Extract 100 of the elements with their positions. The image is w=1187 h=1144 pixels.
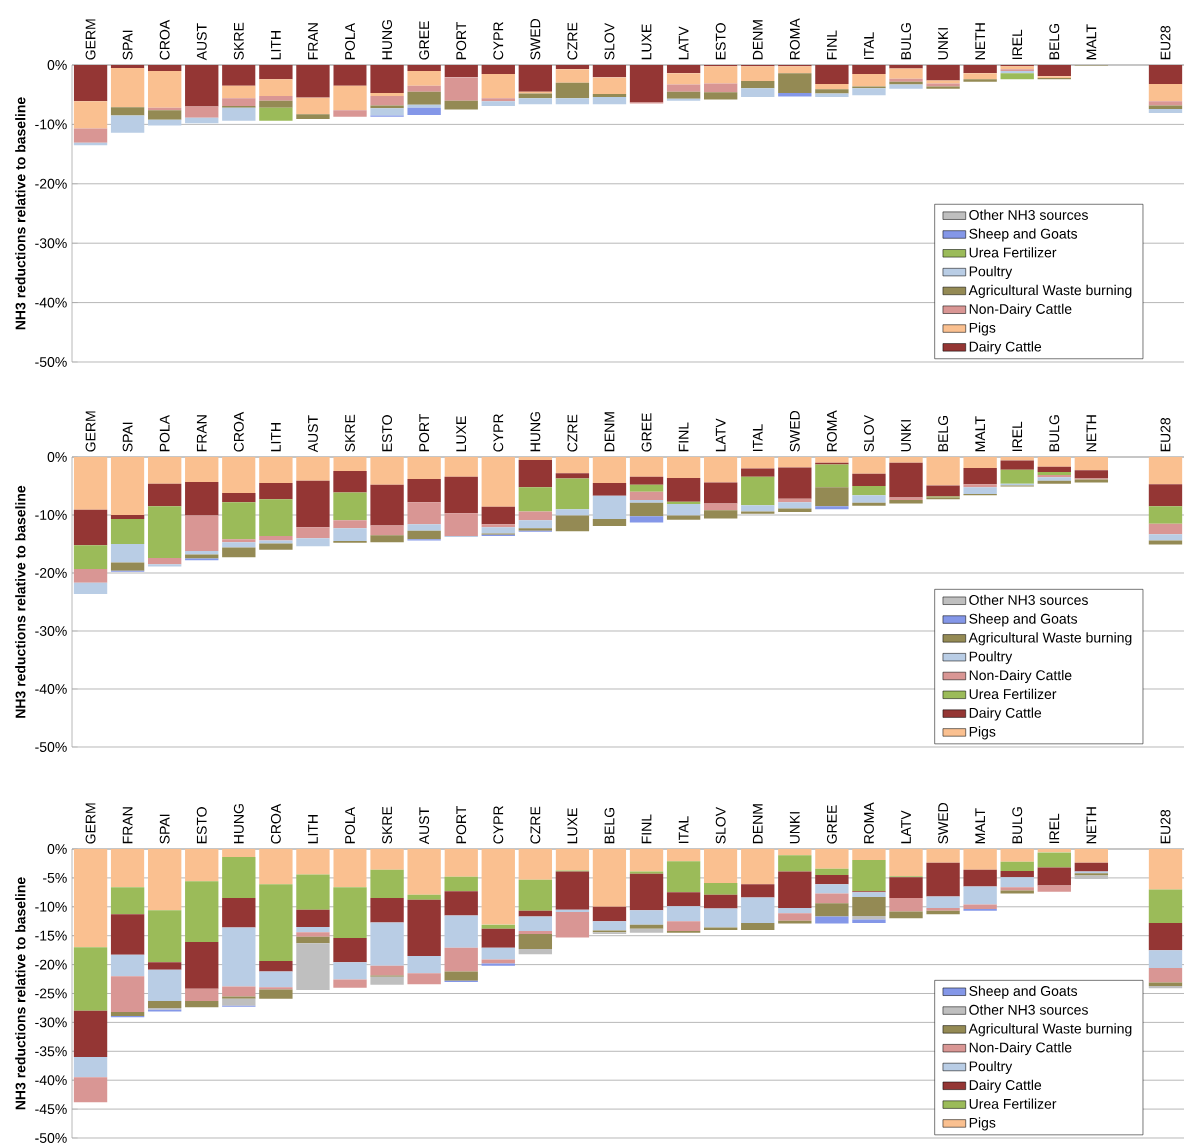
x-tick-label: UNKI: [938, 28, 948, 60]
x-tick-label: BELG: [1049, 24, 1060, 60]
y-tick-label: -30%: [35, 238, 67, 249]
x-tick-label: CROA: [159, 19, 170, 60]
legend-label: Non-Dairy Cattle: [969, 303, 1072, 317]
legend-label: Pigs: [969, 1117, 996, 1131]
x-tick-label: CROA: [233, 411, 244, 452]
x-tick-label: ESTO: [196, 807, 207, 844]
y-tick-label: -20%: [35, 178, 67, 189]
x-tick-label: GREE: [641, 413, 652, 452]
x-tick-label: FINL: [827, 30, 837, 60]
y-tick-label: 0%: [47, 844, 67, 854]
x-tick-label: LITH: [271, 423, 281, 452]
x-tick-label: ITAL: [864, 32, 874, 59]
x-tick-label: NETH: [1086, 807, 1097, 844]
x-tick-label: ROMA: [864, 802, 874, 844]
x-tick-label: PORT: [456, 805, 467, 844]
x-tick-label: LITH: [271, 31, 281, 60]
legend-label: Other NH3 sources: [969, 209, 1088, 220]
y-tick-label: -35%: [35, 1046, 67, 1057]
x-tick-label: NETH: [1086, 415, 1097, 452]
legend-label: Urea Fertilizer: [969, 688, 1057, 700]
y-tick-label: -10%: [35, 119, 67, 130]
x-tick-label: IREL: [1012, 421, 1023, 451]
x-tick-label: POLA: [159, 414, 170, 452]
x-tick-label: HUNG: [233, 804, 244, 844]
legend-label: Agricultural Waste burning: [968, 1023, 1132, 1037]
y-tick-label: -20%: [35, 959, 67, 970]
legend-label: Poultry: [969, 266, 1013, 280]
x-tick-label: LATV: [901, 810, 911, 844]
legend-label: Urea Fertilizer: [969, 1098, 1057, 1109]
x-tick-label: LUXE: [567, 808, 578, 844]
x-tick-label: MALT: [1086, 24, 1097, 60]
legend-label: Other NH3 sources: [969, 1004, 1088, 1015]
legend-label: Non-Dairy Cattle: [969, 669, 1072, 683]
x-tick-label: LITH: [308, 815, 318, 844]
y-tick-label: -10%: [35, 901, 67, 912]
x-tick-label: LUXE: [456, 416, 467, 452]
x-tick-label: ITAL: [678, 816, 689, 843]
x-tick-label: HUNG: [382, 20, 393, 60]
x-tick-label: DENM: [752, 20, 763, 60]
x-tick-label: MALT: [975, 808, 985, 844]
x-tick-label: GREE: [826, 805, 837, 844]
y-tick-label: -25%: [35, 988, 67, 999]
legend-label: Poultry: [969, 651, 1013, 665]
legend-label: Other NH3 sources: [969, 594, 1088, 605]
x-tick-label: DENM: [752, 804, 763, 844]
x-tick-label: CROA: [270, 803, 281, 844]
x-tick-label: EU28: [1160, 809, 1171, 844]
x-tick-label: ESTO: [382, 415, 393, 452]
legend-label: Pigs: [969, 726, 996, 740]
x-tick-label: SPAI: [122, 422, 133, 452]
x-tick-label: IREL: [1049, 813, 1060, 843]
x-tick-label: SLOV: [715, 807, 726, 844]
x-tick-label: NETH: [975, 23, 985, 60]
x-tick-label: UNKI: [789, 812, 800, 844]
legend-label: Poultry: [969, 1060, 1013, 1074]
x-tick-label: EU28: [1160, 25, 1171, 60]
x-tick-label: SKRE: [382, 806, 393, 844]
x-tick-label: SLOV: [864, 415, 874, 452]
x-tick-label: UNKI: [901, 420, 911, 452]
x-tick-label: CZRE: [567, 22, 578, 60]
y-tick-label: -30%: [35, 626, 67, 636]
x-tick-label: FRAN: [196, 415, 207, 452]
x-tick-label: AUST: [307, 415, 318, 453]
x-tick-label: DENM: [604, 412, 615, 452]
x-tick-label: EU28: [1160, 417, 1171, 452]
y-axis-title: NH3 reductions relative to baseline: [15, 97, 26, 330]
y-tick-label: -40%: [35, 684, 67, 694]
x-tick-label: SLOV: [604, 23, 615, 60]
legend-label: Agricultural Waste burning: [968, 632, 1132, 646]
y-tick-label: -15%: [35, 930, 67, 941]
x-tick-label: SPAI: [159, 814, 170, 844]
x-tick-label: BULG: [1012, 807, 1023, 844]
x-tick-label: MALT: [975, 416, 985, 452]
x-tick-label: BULG: [1049, 415, 1060, 452]
legend-label: Non-Dairy Cattle: [969, 1042, 1072, 1056]
x-tick-label: GERM: [85, 803, 96, 844]
y-tick-label: -5%: [43, 872, 67, 883]
y-tick-label: -40%: [35, 297, 67, 308]
legend-label: Dairy Cattle: [969, 707, 1042, 721]
y-tick-label: -30%: [35, 1017, 67, 1028]
x-tick-label: IREL: [1012, 29, 1023, 59]
x-tick-label: LUXE: [641, 24, 652, 60]
x-tick-label: BULG: [901, 23, 911, 60]
x-tick-label: PORT: [419, 413, 430, 452]
x-tick-label: SKRE: [345, 414, 355, 452]
legend-label: Urea Fertilizer: [969, 247, 1057, 258]
x-tick-label: AUST: [419, 807, 430, 845]
x-tick-label: FRAN: [122, 807, 133, 844]
legend-label: Pigs: [969, 322, 996, 336]
x-tick-label: HUNG: [530, 412, 541, 452]
x-tick-label: CYPR: [493, 414, 504, 452]
x-tick-label: FRAN: [308, 23, 318, 60]
x-tick-label: BELG: [938, 416, 949, 452]
y-tick-label: 0%: [47, 60, 67, 70]
x-tick-label: SKRE: [233, 22, 244, 60]
y-axis-title: NH3 reductions relative to baseline: [15, 877, 26, 1110]
x-tick-label: FINL: [678, 422, 689, 452]
x-tick-label: SWED: [789, 410, 800, 452]
